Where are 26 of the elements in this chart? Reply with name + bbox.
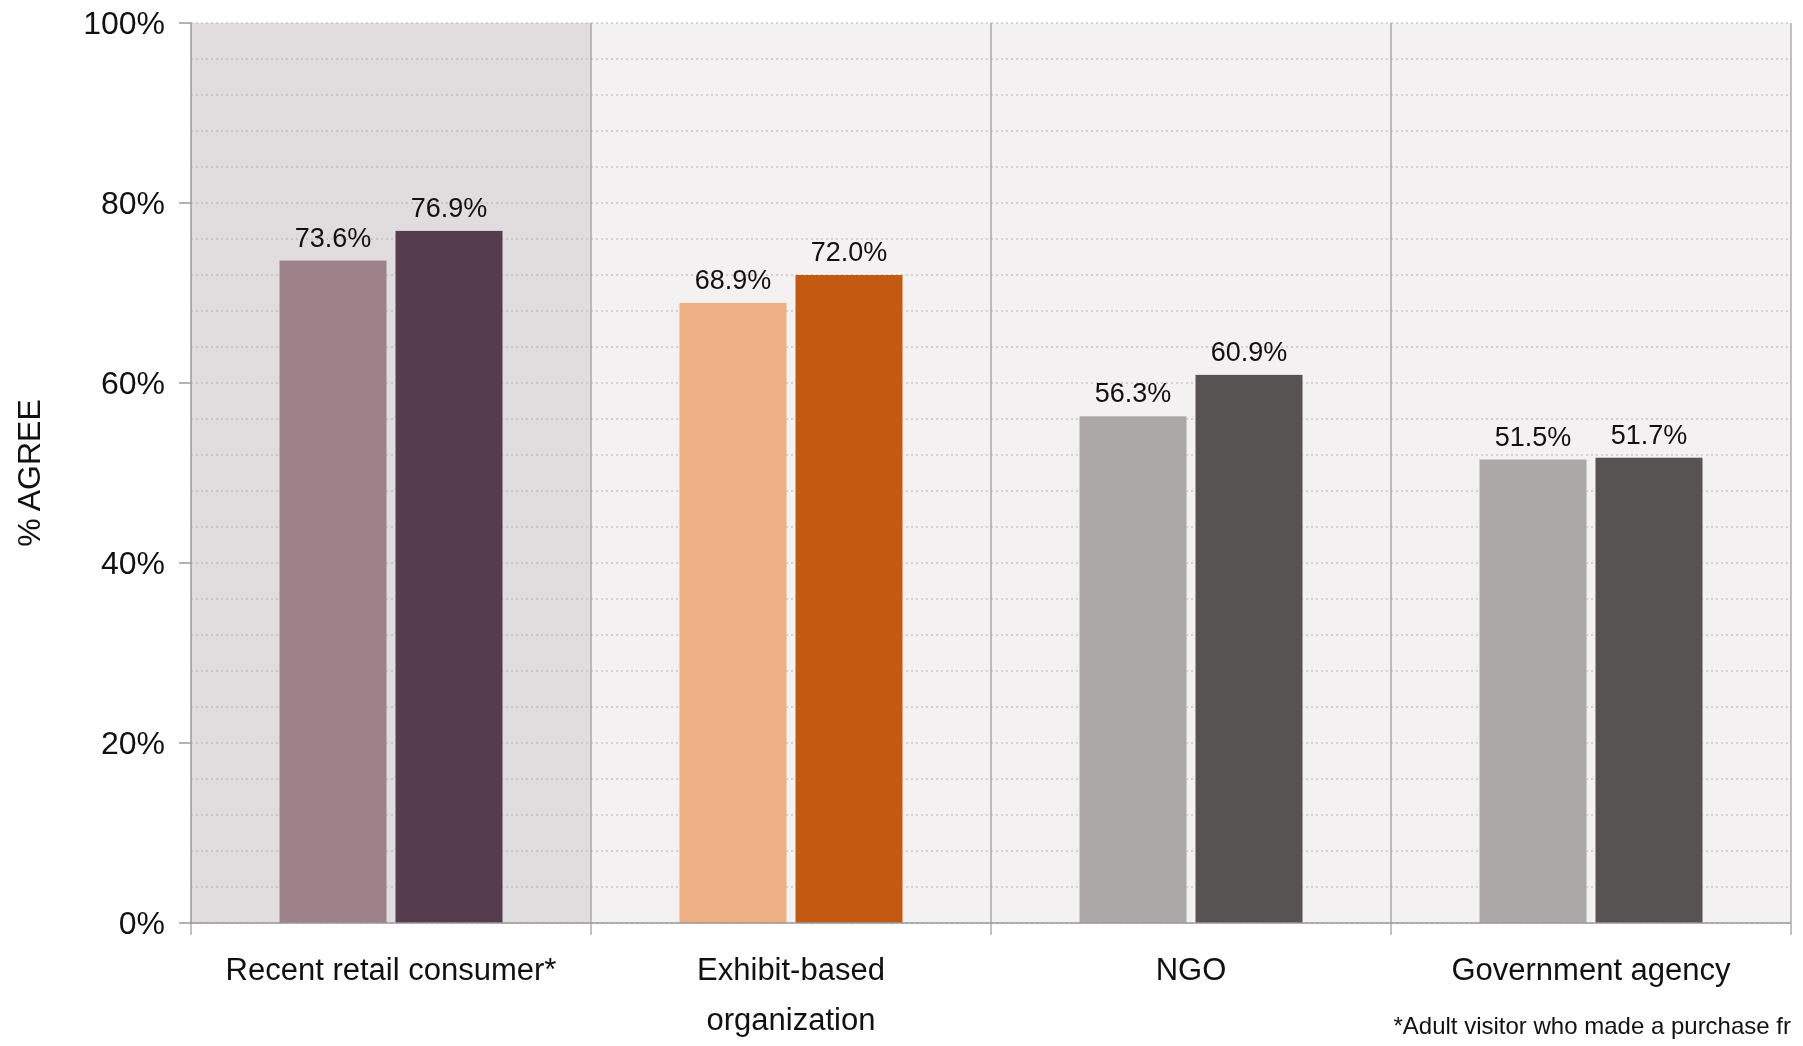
data-label: 56.3%: [1094, 378, 1172, 409]
x-tick-label: Exhibit-based organization: [697, 952, 885, 1037]
text: *Adult visitor who made a purchase fr: [1393, 1012, 1791, 1039]
y-tick-label: 60%: [100, 365, 165, 402]
data-label: 51.7%: [1610, 419, 1688, 450]
y-axis-title: % AGREE: [11, 399, 47, 547]
bar: [279, 260, 387, 923]
x-tick-label: Recent retail consumer*: [225, 952, 557, 987]
data-label: 72.0%: [810, 237, 888, 267]
bar: [1595, 457, 1703, 923]
data-label: 68.9%: [694, 264, 772, 295]
bar: [795, 275, 903, 923]
bar: [679, 302, 787, 923]
y-tick-label: 80%: [100, 185, 165, 222]
data-label: 76.9%: [410, 192, 488, 223]
x-tick-label: NGO: [1155, 952, 1227, 987]
bar: [395, 230, 503, 923]
data-label: 73.6%: [294, 222, 372, 253]
data-label: 51.5%: [1494, 421, 1572, 452]
y-tick-label: 20%: [100, 725, 165, 762]
y-tick-label: 40%: [100, 545, 165, 582]
data-label: 60.9%: [1210, 336, 1288, 367]
bar: [1195, 374, 1303, 923]
y-tick-label: 100%: [83, 5, 165, 42]
y-tick-label: 0%: [118, 905, 165, 942]
x-tick-label: Government agency: [1451, 952, 1732, 987]
